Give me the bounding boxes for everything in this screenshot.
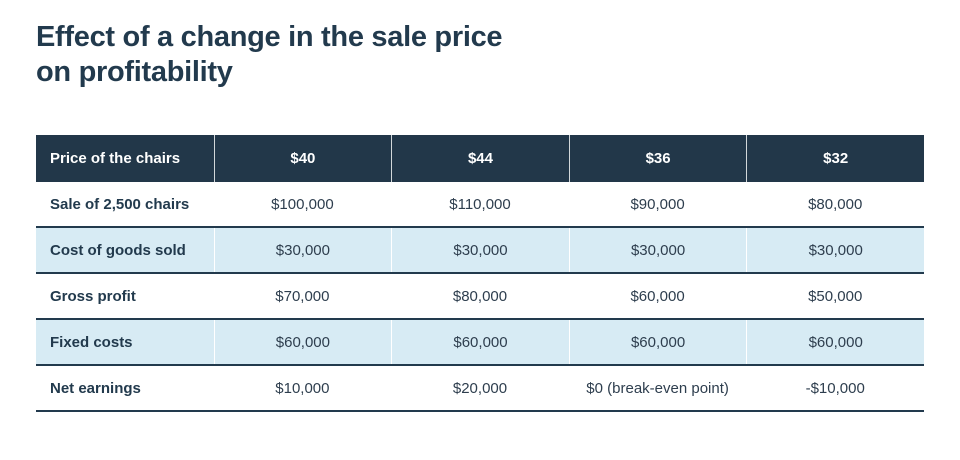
column-header: $40 [213, 135, 392, 182]
table-cell: -$10,000 [805, 379, 865, 397]
table-row: Net earnings $10,000 $20,000 $0 (break-e… [36, 366, 924, 410]
table-cell: $70,000 [275, 287, 330, 305]
column-header: $36 [568, 135, 747, 182]
column-header: Price of the chairs [50, 150, 181, 167]
profitability-table: Price of the chairs $40 $44 $36 $32 Sale… [36, 135, 924, 412]
table-cell: $30,000 [213, 228, 392, 272]
table-cell: $20,000 [452, 379, 508, 397]
row-label: Net earnings [50, 379, 141, 397]
table-cell: $90,000 [630, 195, 685, 213]
table-cell: $110,000 [449, 195, 511, 213]
page-title-line1: Effect of a change in the sale price [36, 21, 503, 53]
table-row: Cost of goods sold $30,000 $30,000 $30,0… [36, 226, 924, 274]
row-label: Gross profit [50, 287, 136, 305]
page-title: Effect of a change in the sale price on … [36, 20, 503, 90]
table-cell: $30,000 [746, 228, 924, 272]
table-cell: $0 (break-even point) [586, 379, 729, 397]
table-cell: $10,000 [275, 379, 330, 397]
row-label: Fixed costs [50, 333, 133, 351]
table-row: Gross profit $70,000 $80,000 $60,000 $50… [36, 274, 924, 318]
page-title-line2: on profitability [36, 56, 233, 88]
table-cell: $50,000 [808, 287, 863, 305]
table-cell: $60,000 [568, 320, 747, 364]
table-row: Fixed costs $60,000 $60,000 $60,000 $60,… [36, 318, 924, 366]
column-header: $44 [391, 135, 569, 182]
table-cell: $60,000 [213, 320, 392, 364]
table-cell: $60,000 [746, 320, 924, 364]
table-cell: $80,000 [808, 195, 863, 213]
table-row: Sale of 2,500 chairs $100,000 $110,000 $… [36, 182, 924, 226]
column-header: $32 [746, 135, 924, 182]
row-label: Cost of goods sold [50, 241, 186, 259]
table-header-row: Price of the chairs $40 $44 $36 $32 [36, 135, 924, 182]
table-cell: $100,000 [271, 195, 334, 213]
table-cell: $60,000 [391, 320, 569, 364]
table-cell: $60,000 [630, 287, 685, 305]
row-label: Sale of 2,500 chairs [50, 195, 190, 213]
table-cell: $30,000 [568, 228, 747, 272]
table-cell: $30,000 [391, 228, 569, 272]
table-cell: $80,000 [452, 287, 508, 305]
